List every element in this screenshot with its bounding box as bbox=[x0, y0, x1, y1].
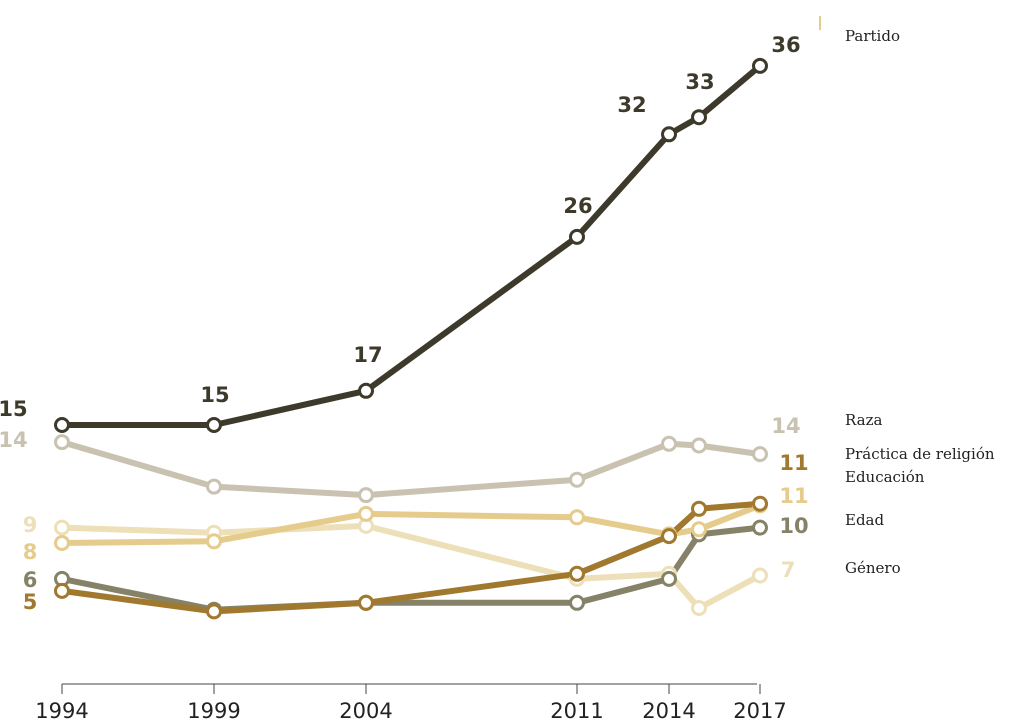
data-point-2-1999 bbox=[206, 603, 222, 620]
data-point-1-2011 bbox=[569, 471, 585, 488]
x-tick-label-2004: 2004 bbox=[339, 699, 392, 722]
data-point-5-2015 bbox=[691, 600, 707, 616]
data-point-1-2014 bbox=[661, 435, 677, 452]
data-point-3-2011 bbox=[569, 509, 585, 526]
series-line-2 bbox=[59, 500, 763, 615]
data-label-5-1994: 9 bbox=[23, 513, 38, 537]
series-line-0 bbox=[59, 62, 763, 428]
data-label-0-2004: 17 bbox=[353, 343, 382, 367]
data-label-5-2017: 7 bbox=[781, 558, 796, 582]
data-point-0-2014 bbox=[661, 126, 677, 143]
data-point-1-2015 bbox=[691, 437, 707, 454]
data-label-4-1994: 6 bbox=[23, 568, 38, 592]
data-point-0-2004 bbox=[358, 382, 374, 399]
data-label-2-1994: 5 bbox=[23, 590, 38, 614]
data-point-4-2011 bbox=[569, 594, 585, 611]
data-point-2-2004 bbox=[358, 594, 374, 611]
data-label-1-1994: 14 bbox=[0, 428, 28, 452]
data-point-0-2015 bbox=[691, 109, 707, 126]
data-point-1-2004 bbox=[358, 487, 374, 504]
data-point-5-1994 bbox=[54, 519, 70, 536]
data-label-0-1994: 15 bbox=[0, 397, 28, 421]
data-label-0-1999: 15 bbox=[200, 383, 229, 407]
x-tick-label-2017: 2017 bbox=[733, 699, 786, 722]
data-labels: 15 15 17 26 32 33 36 14 14 5 11 8 11 6 10 9 7 bbox=[0, 33, 809, 614]
data-point-0-2017 bbox=[752, 57, 768, 74]
series-line-1 bbox=[59, 439, 763, 499]
legend-item-4: Edad bbox=[845, 511, 884, 529]
data-point-4-2017 bbox=[752, 519, 768, 536]
x-axis: 1994 1999 2004 2011 2014 2017 bbox=[35, 684, 787, 722]
data-label-3-1994: 8 bbox=[23, 540, 38, 564]
data-label-0-2011: 26 bbox=[563, 194, 592, 218]
legend-item-2: Práctica de religión bbox=[845, 445, 995, 463]
data-point-4-2014 bbox=[661, 570, 677, 587]
legend-item-3: Educación bbox=[845, 468, 925, 486]
data-point-0-1999 bbox=[206, 417, 222, 433]
data-point-2-2014 bbox=[661, 528, 677, 545]
x-tick-label-2011: 2011 bbox=[550, 699, 603, 722]
data-point-2-2011 bbox=[569, 565, 585, 582]
data-point-2-2017 bbox=[752, 495, 768, 512]
data-points bbox=[54, 57, 768, 620]
data-label-3-2017: 11 bbox=[779, 484, 808, 508]
legend-item-5: Género bbox=[845, 559, 901, 577]
data-point-3-2004 bbox=[358, 505, 374, 522]
x-tick-label-1999: 1999 bbox=[187, 699, 240, 722]
data-point-2-1994 bbox=[54, 582, 70, 599]
x-tick-label-1994: 1994 bbox=[35, 699, 88, 722]
data-point-1-1999 bbox=[206, 478, 222, 495]
data-label-0-2014: 32 bbox=[617, 93, 646, 117]
data-label-1-2017: 14 bbox=[771, 414, 800, 438]
series-lines bbox=[59, 62, 763, 615]
data-label-2-2017: 11 bbox=[779, 451, 808, 475]
data-point-5-2017 bbox=[752, 567, 768, 584]
data-point-3-2015 bbox=[691, 521, 707, 538]
legend-item-0: Partido bbox=[845, 27, 900, 45]
data-label-4-2017: 10 bbox=[779, 514, 808, 538]
legend-item-1: Raza bbox=[845, 411, 882, 429]
x-tick-label-2014: 2014 bbox=[642, 699, 695, 722]
data-point-3-1999 bbox=[206, 533, 222, 550]
data-point-3-1994 bbox=[54, 535, 70, 551]
data-point-0-2011 bbox=[569, 228, 585, 245]
data-label-0-2015: 33 bbox=[685, 70, 714, 94]
data-point-1-2017 bbox=[752, 446, 768, 463]
data-point-2-2015 bbox=[691, 500, 707, 517]
data-point-1-1994 bbox=[54, 434, 70, 451]
data-point-0-1994 bbox=[54, 417, 70, 433]
data-label-0-2017: 36 bbox=[771, 33, 800, 57]
legend: Partido Raza Práctica de religión Educación… bbox=[819, 16, 995, 577]
